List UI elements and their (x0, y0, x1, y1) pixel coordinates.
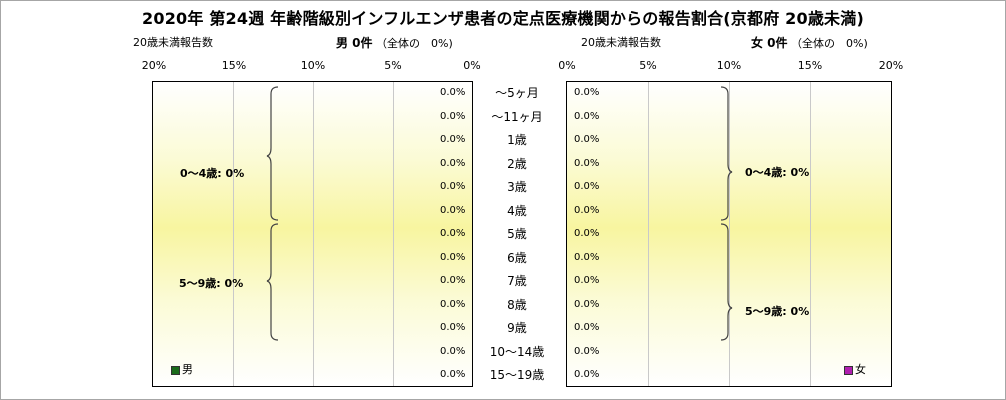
age-category-label: 10～14歳 (489, 344, 545, 359)
female-value-label: 0.0% (574, 87, 600, 98)
female-brace-label: 0～4歳: 0% (745, 166, 810, 179)
female-value-label: 0.0% (574, 251, 600, 263)
right-tick-label: 0% (558, 59, 576, 72)
right-report-label: 女 0件 (751, 36, 788, 50)
female-value-label: 0.0% (574, 345, 600, 357)
right-tick-label: 20% (878, 59, 904, 72)
right-tick-label: 5% (639, 59, 657, 72)
female-value-label: 0.0% (574, 157, 600, 169)
right-tick-label: 15% (797, 59, 823, 72)
male-value-label: 0.0% (440, 87, 466, 98)
female-brace-label: 5～9歳: 0% (745, 305, 810, 318)
age-category-label: 1歳 (507, 133, 527, 147)
gridline (233, 82, 234, 386)
age-category-label: 15～19歳 (489, 368, 545, 382)
male-value-label: 0.0% (440, 275, 466, 286)
male-value-label: 0.0% (440, 228, 466, 239)
age-category-label: 7歳 (507, 274, 527, 288)
male-value-label: 0.0% (440, 369, 466, 380)
age-category-label: 6歳 (507, 250, 527, 265)
male-value-label: 0.0% (440, 157, 466, 169)
right-tick-label: 10% (716, 59, 742, 72)
age-category-label: 4歳 (507, 203, 527, 218)
gridline (393, 82, 394, 386)
male-brace-label: 0～4歳: 0% (180, 167, 245, 180)
male-value-label: 0.0% (440, 251, 466, 263)
left-report-count: 男 0件 （全体の 0%) (336, 34, 453, 51)
male-value-label: 0.0% (440, 298, 466, 310)
right-report-caption: 20歳未満報告数 (581, 36, 661, 49)
left-tick-label: 15% (221, 59, 247, 72)
female-value-label: 0.0% (574, 204, 600, 216)
right-report-share: （全体の 0%) (791, 37, 868, 50)
female-legend: 女 (844, 361, 866, 377)
gridline (648, 82, 649, 386)
left-report-share: （全体の 0%) (376, 37, 453, 50)
male-value-label: 0.0% (440, 345, 466, 357)
age-category-label: 2歳 (507, 156, 527, 171)
female-legend-swatch (844, 365, 853, 375)
age-category-label: 8歳 (507, 297, 527, 312)
age-category-label: 9歳 (507, 321, 527, 335)
left-tick-label: 0% (463, 59, 481, 72)
female-value-label: 0.0% (574, 110, 600, 122)
male-value-label: 0.0% (440, 204, 466, 216)
age-category-label: ～11ヶ月 (491, 109, 543, 124)
gridline (729, 82, 730, 386)
right-report-count: 女 0件 （全体の 0%) (751, 34, 868, 51)
female-value-label: 0.0% (574, 369, 600, 380)
male-plot-area (152, 81, 473, 387)
age-category-label: 3歳 (507, 180, 527, 194)
female-value-label: 0.0% (574, 322, 600, 333)
female-brace-right (720, 86, 733, 341)
chart-title: 2020年 第24週 年齢階級別インフルエンザ患者の定点医療機関からの報告割合(… (142, 9, 864, 28)
left-tick-label: 10% (300, 59, 326, 72)
male-legend-label: 男 (182, 363, 193, 376)
male-value-label: 0.0% (440, 181, 466, 192)
age-category-label: 5歳 (507, 227, 527, 241)
male-value-label: 0.0% (440, 322, 466, 333)
male-legend-swatch (171, 365, 180, 375)
female-value-label: 0.0% (574, 228, 600, 239)
left-tick-label: 5% (384, 59, 402, 72)
male-value-label: 0.0% (440, 134, 466, 145)
gridline (810, 82, 811, 386)
female-legend-label: 女 (855, 363, 866, 376)
male-value-label: 0.0% (440, 110, 466, 122)
left-report-label: 男 0件 (336, 36, 373, 50)
left-tick-label: 20% (141, 59, 167, 72)
male-brace-label: 5～9歳: 0% (179, 277, 244, 290)
female-value-label: 0.0% (574, 134, 600, 145)
female-value-label: 0.0% (574, 181, 600, 192)
female-plot-area (566, 81, 892, 387)
male-legend: 男 (171, 361, 193, 377)
gridline (313, 82, 314, 386)
left-report-caption: 20歳未満報告数 (133, 36, 213, 49)
age-category-label: ～5ヶ月 (495, 86, 539, 100)
female-value-label: 0.0% (574, 275, 600, 286)
male-brace-left (266, 86, 279, 341)
female-value-label: 0.0% (574, 298, 600, 310)
